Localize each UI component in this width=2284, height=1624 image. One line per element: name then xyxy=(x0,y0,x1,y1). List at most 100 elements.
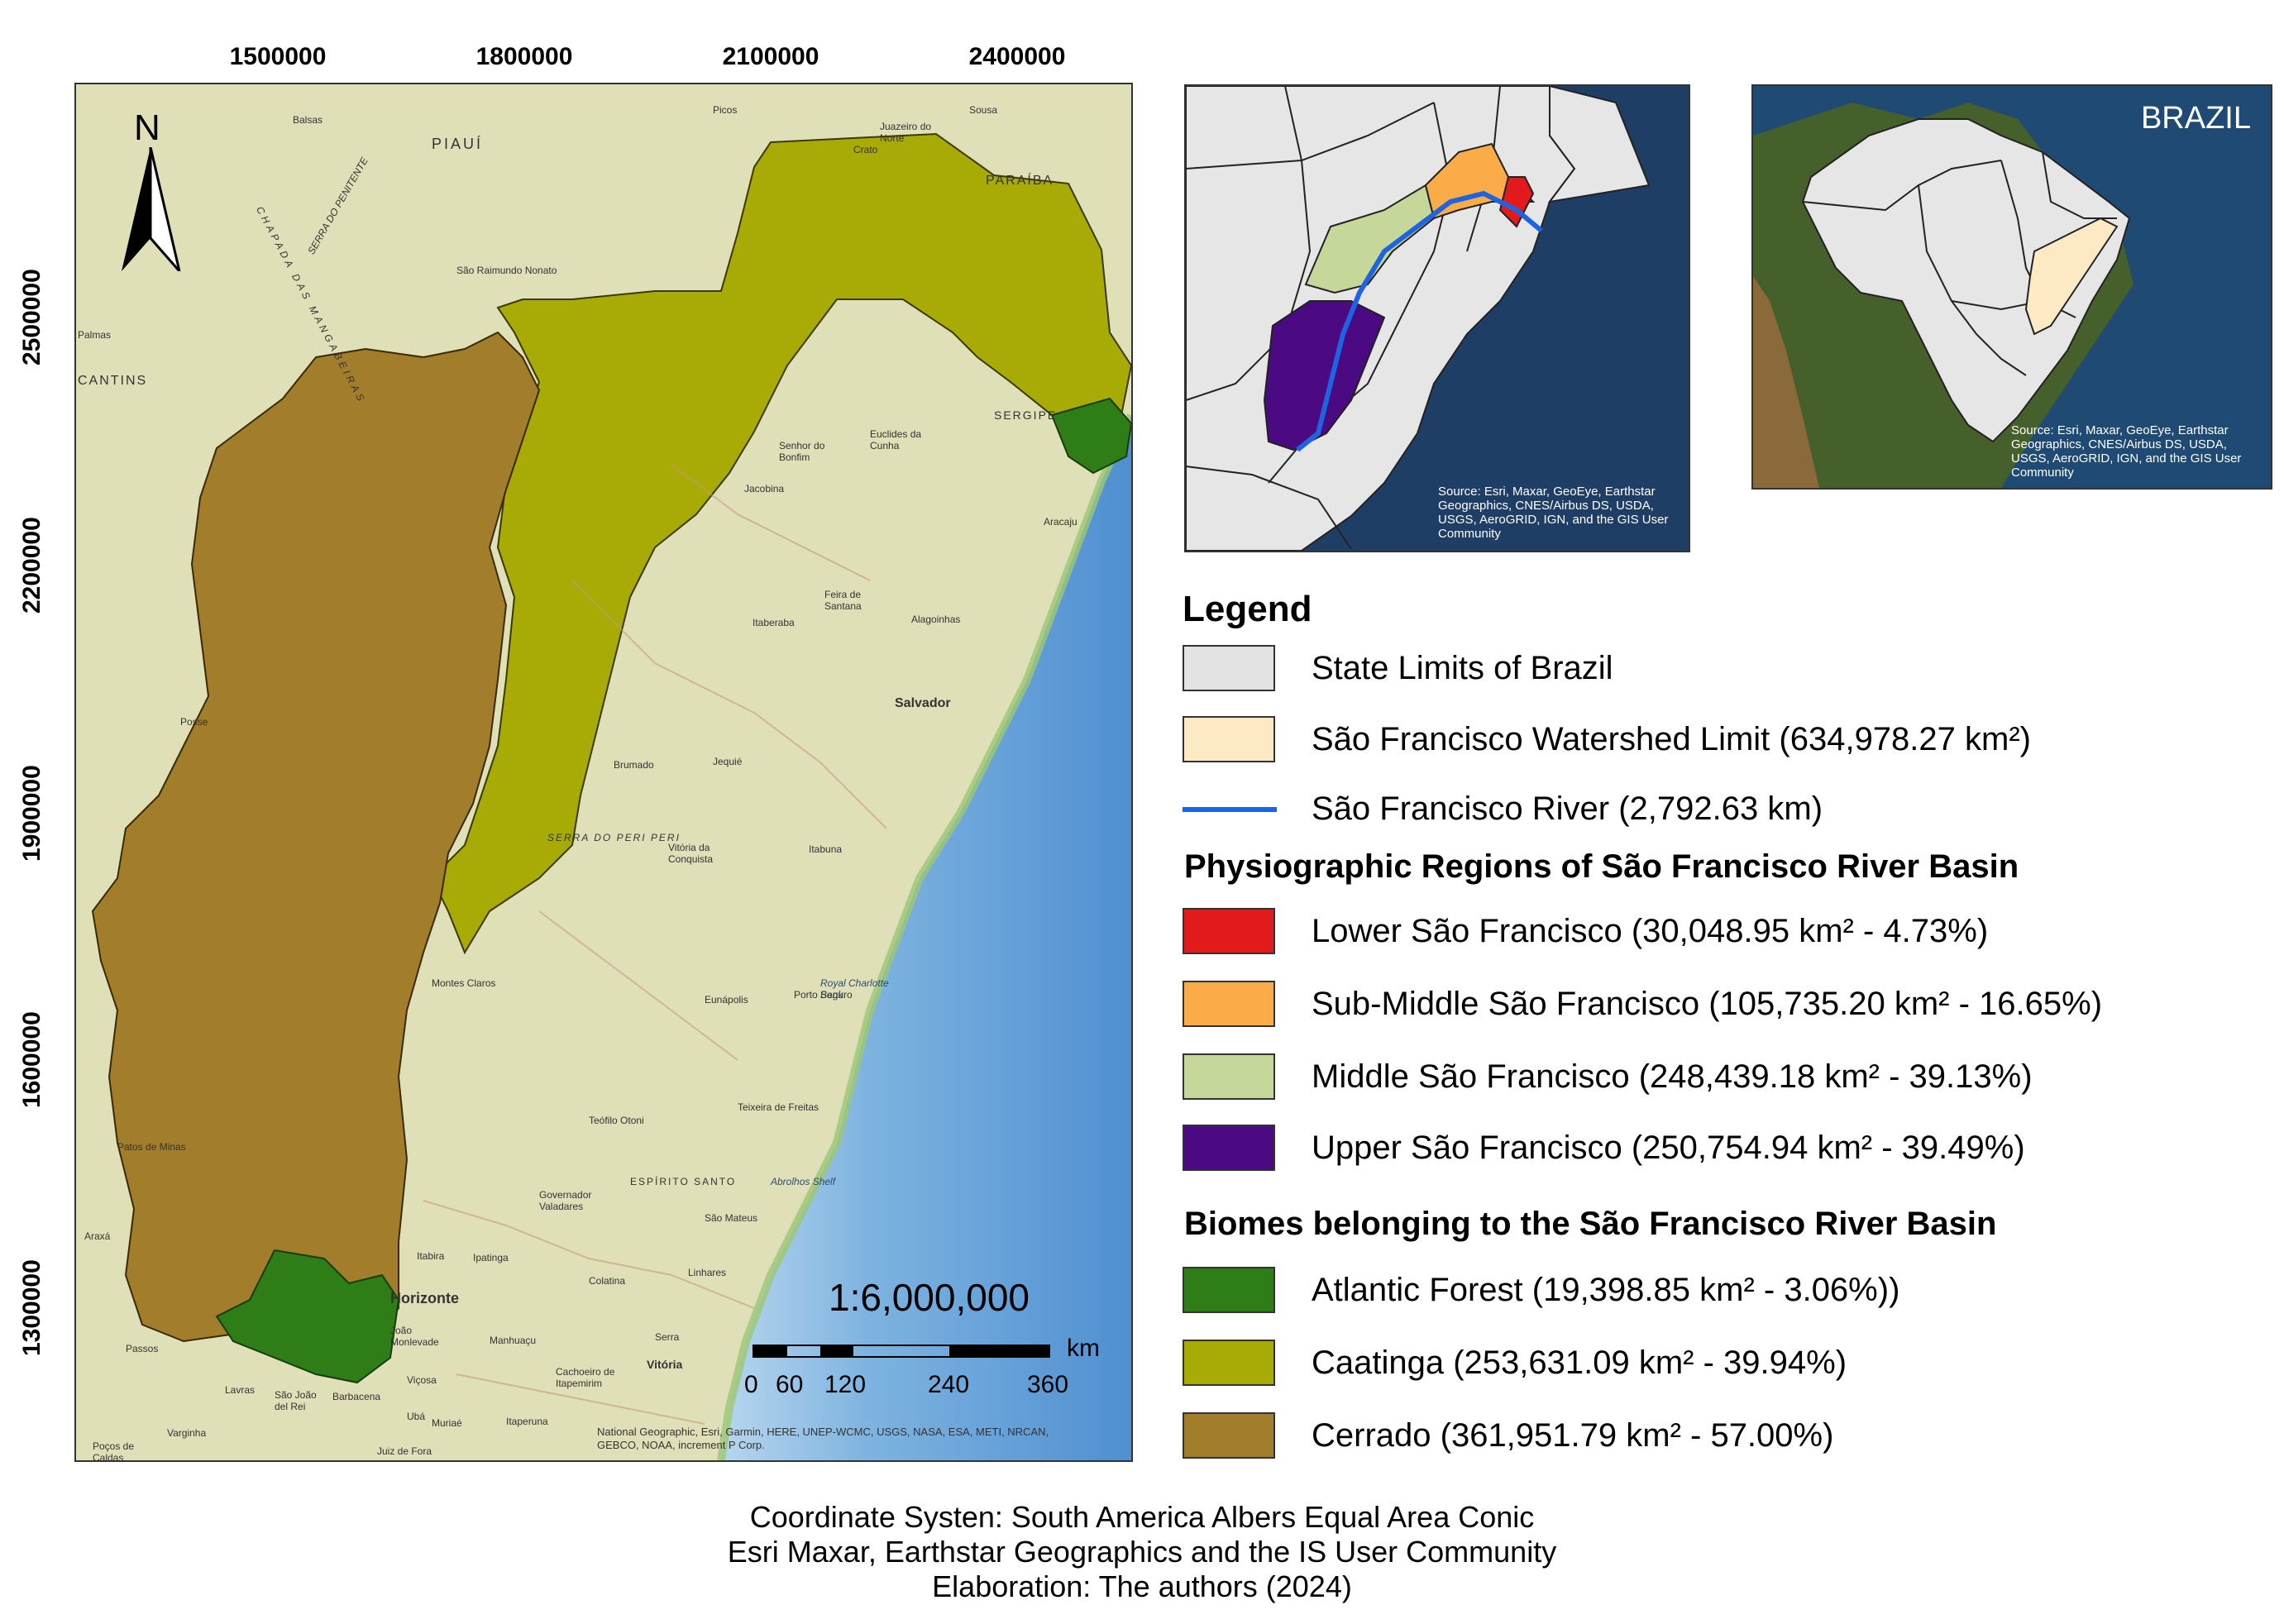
x-tick-label: 2400000 xyxy=(968,43,1066,70)
basemap-attribution: National Geographic, Esri, Garmin, HERE,… xyxy=(597,1426,1049,1451)
place-label: Viçosa xyxy=(407,1374,437,1386)
legend-label: Sub-Middle São Francisco (105,735.20 km²… xyxy=(1312,986,2103,1022)
place-label: Eunápolis xyxy=(705,994,748,1005)
place-label: Governador Valadares xyxy=(539,1189,592,1212)
scale-tick: 360 xyxy=(1027,1371,1069,1398)
place-label: São Mateus xyxy=(705,1212,758,1224)
place-label: Brumado xyxy=(614,759,654,771)
place-label: Patos de Minas xyxy=(117,1141,186,1153)
legend-label: State Limits of Brazil xyxy=(1312,650,1613,686)
brazil-inset-label: BRAZIL xyxy=(2140,101,2251,136)
main-map: N Balsas Picos Juazeiro do Norte Crato S… xyxy=(74,83,1133,1462)
state-label: PARAÍBA xyxy=(986,174,1054,188)
state-label: PIAUÍ xyxy=(432,136,484,152)
x-tick-label: 2100000 xyxy=(722,43,819,70)
scale-segment xyxy=(949,1346,1049,1356)
place-label: Ipatinga xyxy=(473,1252,509,1263)
place-label: São Raimundo Nonato xyxy=(456,265,557,276)
brazil-inset-attribution: Source: Esri, Maxar, GeoEye, Earthstar G… xyxy=(2011,423,2242,480)
legend-title: Legend xyxy=(1183,589,1312,629)
place-label: Itaberaba xyxy=(753,617,795,628)
place-label: Senhor do Bonfim xyxy=(779,440,825,463)
y-tick-label: 2500000 xyxy=(18,269,45,365)
upper-sao-francisco-region xyxy=(1263,300,1386,451)
place-label: Sousa xyxy=(969,104,998,116)
marine-label: Abrolhos Shelf xyxy=(771,1176,836,1187)
place-label: Ubá xyxy=(407,1411,426,1422)
y-tick-label: 1900000 xyxy=(18,765,45,862)
legend-label: São Francisco Watershed Limit (634,978.2… xyxy=(1312,721,2031,757)
road-network xyxy=(423,464,887,1425)
place-label: Colatina xyxy=(589,1275,626,1287)
brazil-states xyxy=(1801,118,2131,443)
place-label: Juiz de Fora xyxy=(377,1445,432,1457)
north-label: N xyxy=(134,107,160,148)
legend-swatch xyxy=(1183,645,1275,691)
scale-segment xyxy=(754,1346,787,1356)
legend-label: Cerrado (361,951.79 km² - 57.00%) xyxy=(1312,1417,1834,1454)
footer-elaboration: Elaboration: The authors (2024) xyxy=(932,1569,1352,1603)
north-arrow: N xyxy=(117,107,184,273)
legend-swatch xyxy=(1183,1412,1275,1459)
brazil-inset-map: BRAZIL Source: Esri, Maxar, GeoEye, Eart… xyxy=(1751,84,2272,490)
legend-label: São Francisco River (2,792.63 km) xyxy=(1312,791,1823,827)
place-label: Juazeiro do Norte xyxy=(880,121,932,144)
place-label: Salvador xyxy=(895,696,951,710)
place-label: Balsas xyxy=(293,114,323,126)
scale-tick: 60 xyxy=(776,1371,804,1398)
place-label: João Monlevade xyxy=(390,1325,439,1348)
scale-bar xyxy=(753,1345,1050,1358)
footer-source: Esri Maxar, Earthstar Geographics and th… xyxy=(727,1535,1557,1569)
legend-label: Caatinga (253,631.09 km² - 39.94%) xyxy=(1312,1345,1847,1381)
place-label: Picos xyxy=(713,104,738,116)
legend-label: Lower São Francisco (30,048.95 km² - 4.7… xyxy=(1312,913,1989,949)
north-arrow-icon xyxy=(122,147,181,271)
scale-tick: 240 xyxy=(928,1371,970,1398)
watershed-area xyxy=(2024,217,2119,336)
place-label: Crato xyxy=(853,144,878,155)
state-label: ESPÍRITO SANTO xyxy=(630,1176,737,1187)
place-label: Araxá xyxy=(84,1230,111,1242)
x-tick-label: 1800000 xyxy=(475,43,573,70)
scale-unit: km xyxy=(1067,1335,1100,1362)
coastline xyxy=(717,413,1131,1460)
place-label: Itabuna xyxy=(809,843,843,855)
place-label: Euclides da Cunha xyxy=(870,428,922,451)
place-label: Posse xyxy=(180,716,208,728)
biomes-section-title: Biomes belonging to the São Francisco Ri… xyxy=(1184,1206,1997,1242)
state-label: CANTINS xyxy=(78,374,148,388)
y-tick-label: 2200000 xyxy=(18,517,45,614)
place-label: Palmas xyxy=(78,329,112,341)
place-label: Itabira xyxy=(417,1250,445,1262)
legend-label: Middle São Francisco (248,439.18 km² - 3… xyxy=(1312,1058,2033,1095)
brazil-inset-canvas xyxy=(1753,86,2271,488)
region-label: SERRA DO PERI PERI xyxy=(547,832,681,843)
marine-label: Royal Charlotte Bank xyxy=(820,977,889,1001)
place-label: Jacobina xyxy=(744,483,785,494)
place-label: Feira de Santana xyxy=(824,589,862,612)
place-label: Linhares xyxy=(688,1267,727,1278)
atlantic-forest-north xyxy=(1050,397,1131,475)
place-label: Poços de Caldas xyxy=(93,1440,135,1462)
state-label: SERGIPE xyxy=(994,408,1058,422)
region-inset-map: Source: Esri, Maxar, GeoEye, Earthstar G… xyxy=(1184,84,1690,552)
place-label: Barbacena xyxy=(332,1391,381,1402)
scale-segment xyxy=(820,1346,853,1356)
place-label: Porto Seguro xyxy=(794,989,853,1001)
place-label: Cachoeiro de Itapemirim xyxy=(556,1366,615,1389)
place-label: Teixeira de Freitas xyxy=(738,1101,819,1113)
atlantic-forest-south xyxy=(215,1249,400,1384)
scale-tick: 120 xyxy=(824,1371,867,1398)
place-label: Serra xyxy=(655,1331,680,1343)
legend-swatch xyxy=(1183,1125,1275,1171)
physiographic-section-title: Physiographic Regions of São Francisco R… xyxy=(1184,848,2019,885)
place-label: Passos xyxy=(126,1343,159,1354)
y-tick-label: 1600000 xyxy=(18,1011,45,1108)
place-label: Jequié xyxy=(713,756,743,767)
place-label: Lavras xyxy=(225,1384,256,1396)
legend-swatch xyxy=(1183,908,1275,954)
region-inset-canvas xyxy=(1186,86,1689,551)
legend-swatch xyxy=(1183,716,1275,762)
scale-tick: 0 xyxy=(744,1371,758,1398)
place-label: Vitória da Conquista xyxy=(668,842,714,865)
